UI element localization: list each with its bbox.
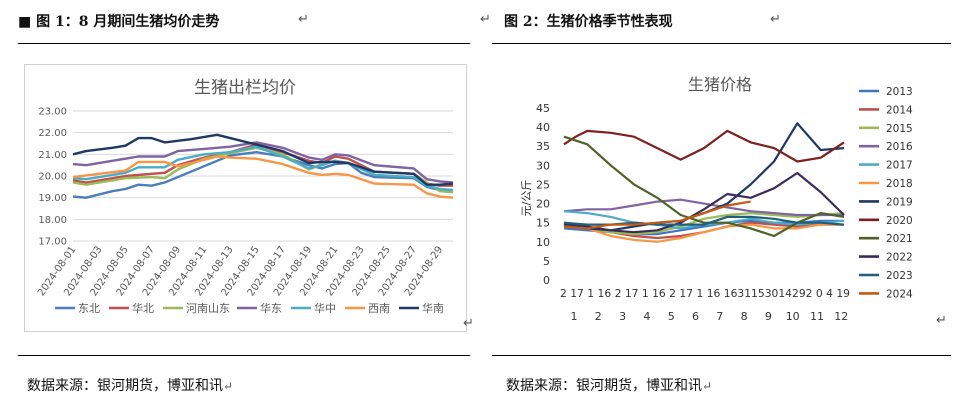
top-rule-right xyxy=(492,43,951,44)
x-month-tick: 11 xyxy=(810,310,824,323)
right-source-text: 数据来源：银河期货，博亚和讯 xyxy=(506,378,702,394)
legend-label: 2023 xyxy=(886,270,913,282)
y-tick-label: 40 xyxy=(536,121,550,134)
legend-label: 2024 xyxy=(886,288,913,300)
figure-1-title: ■ 图 1：8 月期间生猪均价走势 xyxy=(18,11,219,31)
series-line xyxy=(72,141,454,184)
series-line xyxy=(72,143,453,187)
y-tick-label: 0 xyxy=(543,274,550,287)
legend-label: 2016 xyxy=(886,141,913,153)
legend-label: 2018 xyxy=(886,178,913,190)
series-line xyxy=(72,155,454,199)
center-return-mark: ↵ xyxy=(480,12,491,27)
y-tick-label: 10 xyxy=(536,236,550,249)
x-month-tick: 8 xyxy=(741,310,748,323)
legend-label: 2015 xyxy=(886,123,913,135)
series-line xyxy=(72,145,454,192)
series-line xyxy=(563,135,845,238)
y-tick-label: 23.00 xyxy=(38,107,67,118)
y-axis-label: 元/公斤 xyxy=(520,180,533,217)
left-source-mark: ↵ xyxy=(223,379,234,393)
x-month-tick: 9 xyxy=(765,310,772,323)
legend-label: 2014 xyxy=(886,104,913,116)
series-line xyxy=(563,200,751,230)
legend-label: 华南 xyxy=(422,301,444,315)
y-tick-label: 35 xyxy=(536,140,550,153)
legend-label: 2013 xyxy=(886,86,913,98)
series-line xyxy=(563,212,845,236)
y-tick-label: 5 xyxy=(543,255,550,268)
x-month-tick: 3 xyxy=(619,310,626,323)
left-chart-frame: 生猪出栏均价 23.00 22.00 21.00 20.00 19.00 18.00 17.0… xyxy=(24,64,467,332)
series-line xyxy=(72,151,453,199)
title-return-mark-2: ↵ xyxy=(770,12,781,27)
legend-label: 华中 xyxy=(314,301,336,315)
legend-label: 西南 xyxy=(368,302,390,315)
series-line xyxy=(563,223,844,243)
x-month-tick: 5 xyxy=(668,310,675,323)
y-tick-label: 20 xyxy=(536,198,550,211)
legend-label: 东北 xyxy=(78,302,100,315)
right-source-mark: ↵ xyxy=(702,379,713,393)
top-rule-left xyxy=(18,43,470,44)
figure-2-title: 图 2：生猪价格季节性表现 xyxy=(504,14,673,30)
left-source: 数据来源：银河期货，博亚和讯↵ xyxy=(27,375,233,395)
x-month-tick: 2 xyxy=(595,310,602,323)
x-month-tick: 12 xyxy=(834,310,848,323)
x-month-tick: 7 xyxy=(716,310,723,323)
bottom-rule-right xyxy=(492,355,951,356)
legend-label: 2022 xyxy=(886,252,913,264)
x-month-tick: 1 xyxy=(571,310,578,323)
series-line xyxy=(563,129,845,163)
legend-label: 2020 xyxy=(886,215,913,227)
bottom-rule-left xyxy=(18,355,470,356)
legend-label: 2019 xyxy=(886,196,913,208)
legend-label: 华北 xyxy=(132,301,154,315)
legend-label: 2021 xyxy=(886,233,913,245)
y-tick-label: 17.00 xyxy=(38,237,67,248)
series-line xyxy=(72,133,454,186)
y-tick-label: 19.00 xyxy=(38,193,67,204)
series-line xyxy=(563,171,845,234)
y-tick-label: 18.00 xyxy=(38,215,67,226)
y-tick-label: 20.00 xyxy=(38,172,67,183)
left-chart: 生猪出栏均价 23.00 22.00 21.00 20.00 19.00 18.00 17.0… xyxy=(36,78,454,315)
side-return-mark-left: ↵ xyxy=(463,316,474,331)
x-month-tick: 10 xyxy=(786,310,800,323)
x-month-tick: 6 xyxy=(692,310,699,323)
figure-1-title-text: 图 1：8 月期间生猪均价走势 xyxy=(36,14,220,30)
y-tick-label: 21.00 xyxy=(38,150,67,161)
legend-label: 2017 xyxy=(886,160,913,172)
y-tick-label: 25 xyxy=(536,178,550,191)
x-day-ticks: 2 17 1 16 2 17 1 16 2 17 1 16 1631153014… xyxy=(560,287,850,300)
bullet-square-icon: ■ xyxy=(18,14,32,30)
y-tick-label: 30 xyxy=(536,159,550,172)
legend-label: 华东 xyxy=(260,301,282,315)
y-tick-label: 22.00 xyxy=(38,128,67,139)
series-line xyxy=(563,198,844,217)
chart-title: 生猪价格 xyxy=(688,75,752,94)
legend-label: 河南山东 xyxy=(186,302,230,315)
left-source-text: 数据来源：银河期货，博亚和讯 xyxy=(27,378,223,394)
title-return-mark-1: ↵ xyxy=(298,12,309,27)
y-tick-label: 45 xyxy=(536,102,550,115)
right-chart-area: 生猪价格 0 5 10 15 20 25 30 35 40 45 元/公斤 2 17 1 16 2 17… xyxy=(492,60,932,330)
chart-title: 生猪出栏均价 xyxy=(194,78,296,98)
side-return-mark-right: ↵ xyxy=(936,313,947,328)
right-source: 数据来源：银河期货，博亚和讯↵ xyxy=(506,375,712,395)
x-month-tick: 4 xyxy=(643,310,650,323)
y-tick-label: 15 xyxy=(536,217,550,230)
